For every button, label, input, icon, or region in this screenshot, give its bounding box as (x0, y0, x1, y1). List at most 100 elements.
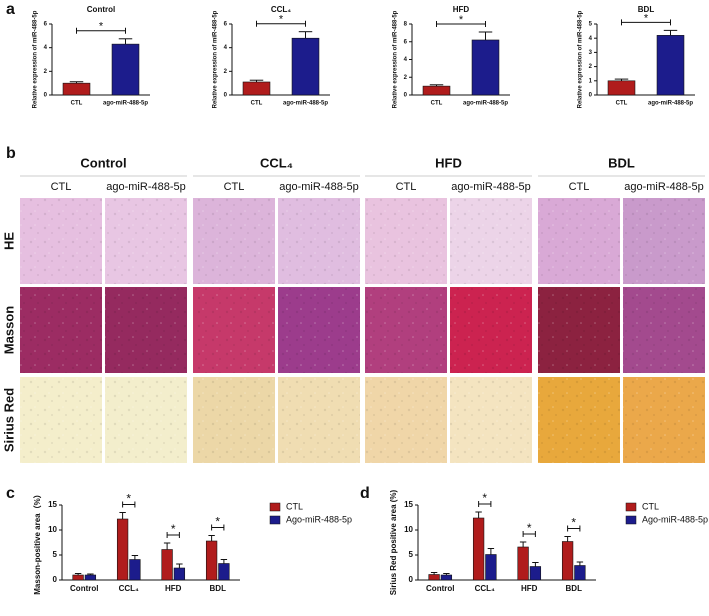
image-texture (105, 287, 187, 373)
significance-label: * (482, 491, 487, 505)
bar (72, 574, 84, 581)
stain-label: Sirius Red (1, 388, 16, 452)
bar (111, 43, 140, 96)
y-tick-label: 2 (404, 75, 408, 81)
significance-label: * (571, 516, 576, 530)
stain-label: Masson (1, 306, 16, 354)
y-tick-label: 8 (404, 22, 408, 28)
image-texture (538, 198, 620, 284)
significance-label: * (171, 522, 176, 536)
y-tick-label: 10 (48, 525, 57, 534)
image-texture (538, 287, 620, 373)
y-tick-label: 2 (224, 69, 228, 75)
legend-label: CTL (642, 501, 659, 511)
image-texture (365, 287, 447, 373)
image-texture (278, 287, 360, 373)
image-texture (278, 377, 360, 463)
y-axis-label: Relative expression of miR-488-5p (578, 10, 584, 108)
y-tick-label: 10 (404, 525, 413, 534)
group-label: BDL (608, 155, 635, 170)
y-tick-label: 0 (409, 575, 414, 584)
significance-label: * (644, 12, 649, 24)
y-tick-label: 2 (589, 64, 593, 70)
x-tick-label: CTL (431, 101, 443, 107)
bar (291, 37, 320, 96)
y-axis-label: Relative expression of miR-488-5p (393, 10, 399, 108)
y-tick-label: 15 (404, 500, 413, 509)
condition-label: ago-miR-488-5p (279, 181, 358, 193)
image-texture (193, 198, 275, 284)
bar (205, 540, 218, 581)
condition-label: CTL (396, 181, 417, 193)
y-tick-label: 15 (48, 500, 57, 509)
y-tick-label: 6 (44, 22, 48, 28)
significance-label: * (215, 515, 220, 529)
y-tick-label: 5 (589, 22, 593, 28)
bar (656, 35, 685, 96)
condition-label: CTL (51, 181, 72, 193)
bar (471, 39, 500, 96)
x-tick-label: ago-miR-488-5p (648, 101, 693, 107)
legend-swatch (625, 502, 637, 512)
image-texture (365, 377, 447, 463)
x-tick-label: Control (426, 584, 454, 593)
bar (242, 81, 271, 96)
x-tick-label: CCL₄ (119, 584, 139, 593)
legend-label: Ago-miR-488-5p (642, 514, 708, 524)
image-texture (623, 287, 705, 373)
image-texture (450, 198, 532, 284)
bar (173, 567, 186, 581)
x-tick-label: CCL₄ (475, 584, 495, 593)
condition-label: CTL (569, 181, 590, 193)
image-texture (450, 377, 532, 463)
y-tick-label: 1 (589, 78, 593, 84)
x-tick-label: CTL (71, 101, 83, 107)
condition-label: ago-miR-488-5p (106, 181, 185, 193)
image-texture (20, 198, 102, 284)
legend-label: Ago-miR-488-5p (286, 514, 352, 524)
y-axis-label: Relative expression of miR-488-5p (33, 10, 39, 108)
x-tick-label: BDL (210, 584, 227, 593)
legend-swatch (269, 515, 281, 525)
y-tick-label: 5 (53, 550, 58, 559)
image-texture (623, 198, 705, 284)
significance-label: * (99, 21, 104, 33)
x-tick-label: Control (70, 584, 98, 593)
image-texture (538, 377, 620, 463)
condition-label: ago-miR-488-5p (451, 181, 530, 193)
panel-label: a (6, 1, 15, 18)
legend-swatch (625, 515, 637, 525)
y-axis-label: Relative expression of miR-488-5p (213, 10, 219, 108)
chart-title: Control (87, 5, 115, 14)
x-tick-label: BDL (566, 584, 583, 593)
significance-label: * (279, 14, 284, 26)
bar (428, 574, 440, 581)
y-axis-label: Masson-positive area（%） (32, 490, 42, 594)
bar (529, 566, 542, 581)
bar (607, 80, 636, 96)
image-texture (365, 198, 447, 284)
stain-label: HE (1, 232, 16, 250)
y-tick-label: 0 (404, 93, 408, 99)
bar (161, 549, 173, 581)
x-tick-label: HFD (165, 584, 182, 593)
condition-label: CTL (224, 181, 245, 193)
image-texture (105, 198, 187, 284)
image-texture (193, 377, 275, 463)
image-texture (193, 287, 275, 373)
group-label: HFD (435, 155, 462, 170)
significance-label: * (527, 521, 532, 535)
bar (116, 518, 129, 581)
x-tick-label: ago-miR-488-5p (283, 101, 328, 107)
y-tick-label: 0 (44, 93, 48, 99)
bar (472, 517, 485, 581)
bar (84, 574, 97, 581)
panel-label: d (360, 485, 370, 502)
y-tick-label: 2 (44, 69, 48, 75)
y-tick-label: 0 (589, 93, 593, 99)
x-tick-label: CTL (616, 101, 628, 107)
chart-title: HFD (453, 5, 470, 14)
bar (574, 565, 586, 581)
condition-label: ago-miR-488-5p (624, 181, 703, 193)
